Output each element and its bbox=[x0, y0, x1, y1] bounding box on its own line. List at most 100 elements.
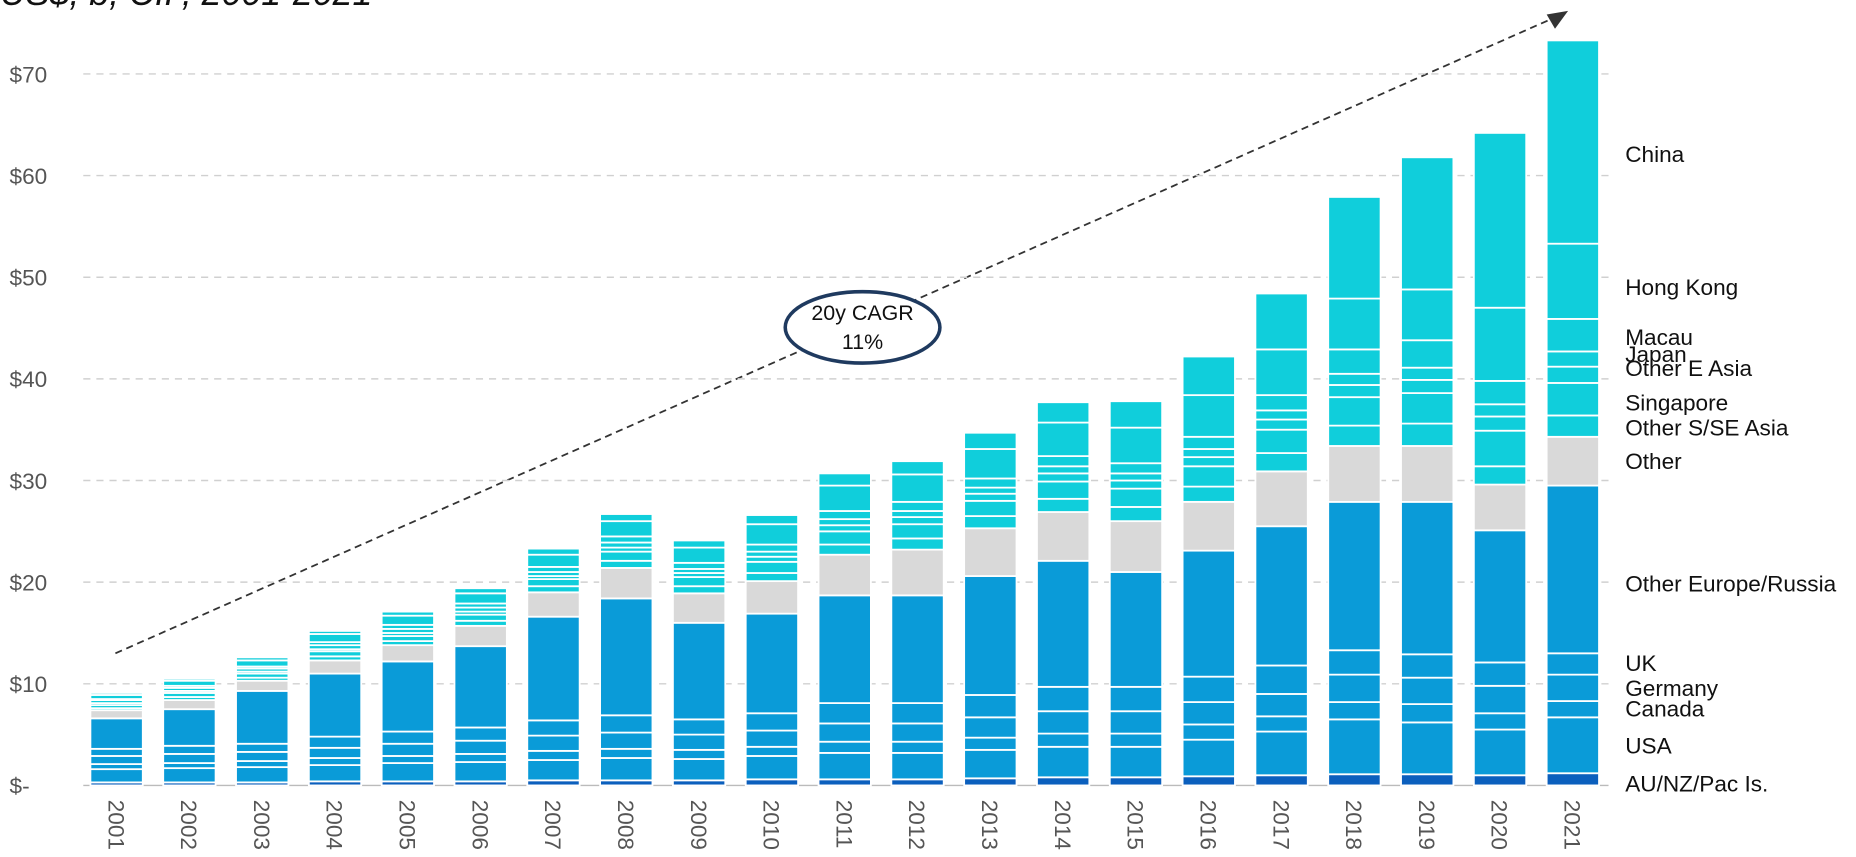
bar-segment bbox=[1036, 455, 1091, 468]
bar-segment bbox=[235, 656, 290, 662]
bar-segment bbox=[162, 708, 217, 747]
bar-segment bbox=[526, 749, 581, 761]
bar-segment bbox=[1327, 348, 1382, 375]
bar-segment bbox=[890, 460, 945, 476]
y-tick-label: $30 bbox=[10, 469, 48, 494]
bar-segment bbox=[1327, 649, 1382, 676]
y-tick-label: $10 bbox=[10, 672, 48, 697]
bar-segment bbox=[744, 580, 799, 615]
y-tick-label: $50 bbox=[10, 266, 48, 291]
bar-segment bbox=[1472, 483, 1528, 532]
bar-segment bbox=[744, 778, 799, 787]
bar-segment bbox=[235, 750, 290, 762]
bar-segment bbox=[1181, 355, 1236, 397]
bar-segment bbox=[1472, 661, 1528, 687]
bar-segment bbox=[1254, 292, 1309, 351]
bar-segment bbox=[1400, 703, 1455, 724]
bar-segment bbox=[1181, 394, 1236, 438]
bar-segment bbox=[1545, 772, 1600, 787]
bar-segment bbox=[672, 576, 727, 588]
bar-segment bbox=[1327, 718, 1382, 776]
bar-segment bbox=[380, 610, 435, 617]
bar-segment bbox=[526, 759, 581, 782]
legend-label: USA bbox=[1625, 733, 1672, 758]
bar-segment bbox=[1472, 403, 1528, 418]
bar-segment bbox=[672, 621, 727, 721]
bar-segment bbox=[1181, 500, 1236, 552]
bar-segment bbox=[453, 739, 508, 755]
x-tick-label: 2011 bbox=[831, 800, 856, 849]
bar-segment bbox=[1254, 693, 1309, 718]
bar-segment bbox=[599, 559, 654, 569]
bar-segment bbox=[1472, 774, 1528, 787]
bar-segment bbox=[1108, 745, 1164, 779]
bar-segment bbox=[1472, 465, 1528, 486]
bar-segment bbox=[307, 672, 363, 738]
bar-segment bbox=[1254, 428, 1309, 454]
bar-segment bbox=[1400, 445, 1455, 503]
bar-segment bbox=[1545, 414, 1600, 438]
bar-segment bbox=[890, 722, 945, 743]
bar-segment bbox=[672, 546, 727, 564]
bar-segment bbox=[380, 755, 435, 764]
bar-segment bbox=[963, 777, 1018, 787]
bar-segment bbox=[380, 644, 435, 663]
bar-segment bbox=[1472, 132, 1528, 309]
bar-segment bbox=[1254, 394, 1309, 412]
bar-segment bbox=[1545, 242, 1600, 320]
bar-segment bbox=[1545, 435, 1600, 487]
bar-segment bbox=[963, 748, 1018, 780]
bar-segment bbox=[890, 740, 945, 754]
bar-segment bbox=[672, 718, 727, 736]
bar-segment bbox=[1327, 773, 1382, 787]
legend-label: Macau bbox=[1625, 325, 1693, 350]
bar-segment bbox=[963, 736, 1018, 751]
bar-segment bbox=[599, 520, 654, 538]
legend-label: Canada bbox=[1625, 696, 1705, 721]
bar-segment bbox=[963, 716, 1018, 739]
bar-segment bbox=[1327, 701, 1382, 721]
bar-segment bbox=[744, 612, 799, 715]
bar-segment bbox=[453, 726, 508, 742]
bar-segment bbox=[1254, 525, 1309, 667]
bar-segment bbox=[162, 767, 217, 784]
legend-label: China bbox=[1625, 142, 1684, 167]
bar-segment bbox=[453, 592, 508, 605]
bar-segment bbox=[453, 587, 508, 595]
bar-segment bbox=[307, 764, 363, 783]
bar-segment bbox=[1545, 652, 1600, 676]
bar-segment bbox=[890, 537, 945, 551]
bar-segment bbox=[744, 729, 799, 748]
bar-segment bbox=[1036, 710, 1091, 735]
bar-segment bbox=[1036, 465, 1091, 475]
bar-segment bbox=[963, 499, 1018, 517]
bar-segment bbox=[1472, 684, 1528, 715]
bar-segment bbox=[744, 523, 799, 546]
x-tick-label: 2015 bbox=[1123, 800, 1148, 850]
bar-segment bbox=[1181, 723, 1236, 741]
bar-segment bbox=[1254, 418, 1309, 431]
x-tick-label: 2001 bbox=[103, 800, 128, 850]
arrow-head bbox=[1546, 10, 1569, 29]
bar-segment bbox=[526, 585, 581, 594]
bar-segment bbox=[89, 747, 144, 757]
x-tick-label: 2016 bbox=[1195, 800, 1220, 850]
legend-label: Japan bbox=[1625, 342, 1687, 367]
bar-segment bbox=[1400, 422, 1455, 447]
bar-segment bbox=[453, 645, 508, 729]
bar-segment bbox=[380, 742, 435, 757]
legend-label: Other S/SE Asia bbox=[1625, 416, 1789, 441]
x-tick-label: 2017 bbox=[1268, 800, 1293, 850]
bar-segment bbox=[890, 473, 945, 503]
bar-segment bbox=[817, 722, 872, 743]
bar-segment bbox=[1400, 721, 1455, 776]
x-tick-label: 2008 bbox=[613, 800, 638, 850]
bar-segment bbox=[1108, 571, 1164, 688]
bar-segment bbox=[1108, 732, 1164, 748]
bar-segment bbox=[162, 699, 217, 711]
bar-segment bbox=[1254, 348, 1309, 397]
bar-segment bbox=[672, 561, 727, 570]
bar-segment bbox=[890, 510, 945, 518]
bar-segment bbox=[599, 535, 654, 544]
bar-segment bbox=[1254, 470, 1309, 528]
